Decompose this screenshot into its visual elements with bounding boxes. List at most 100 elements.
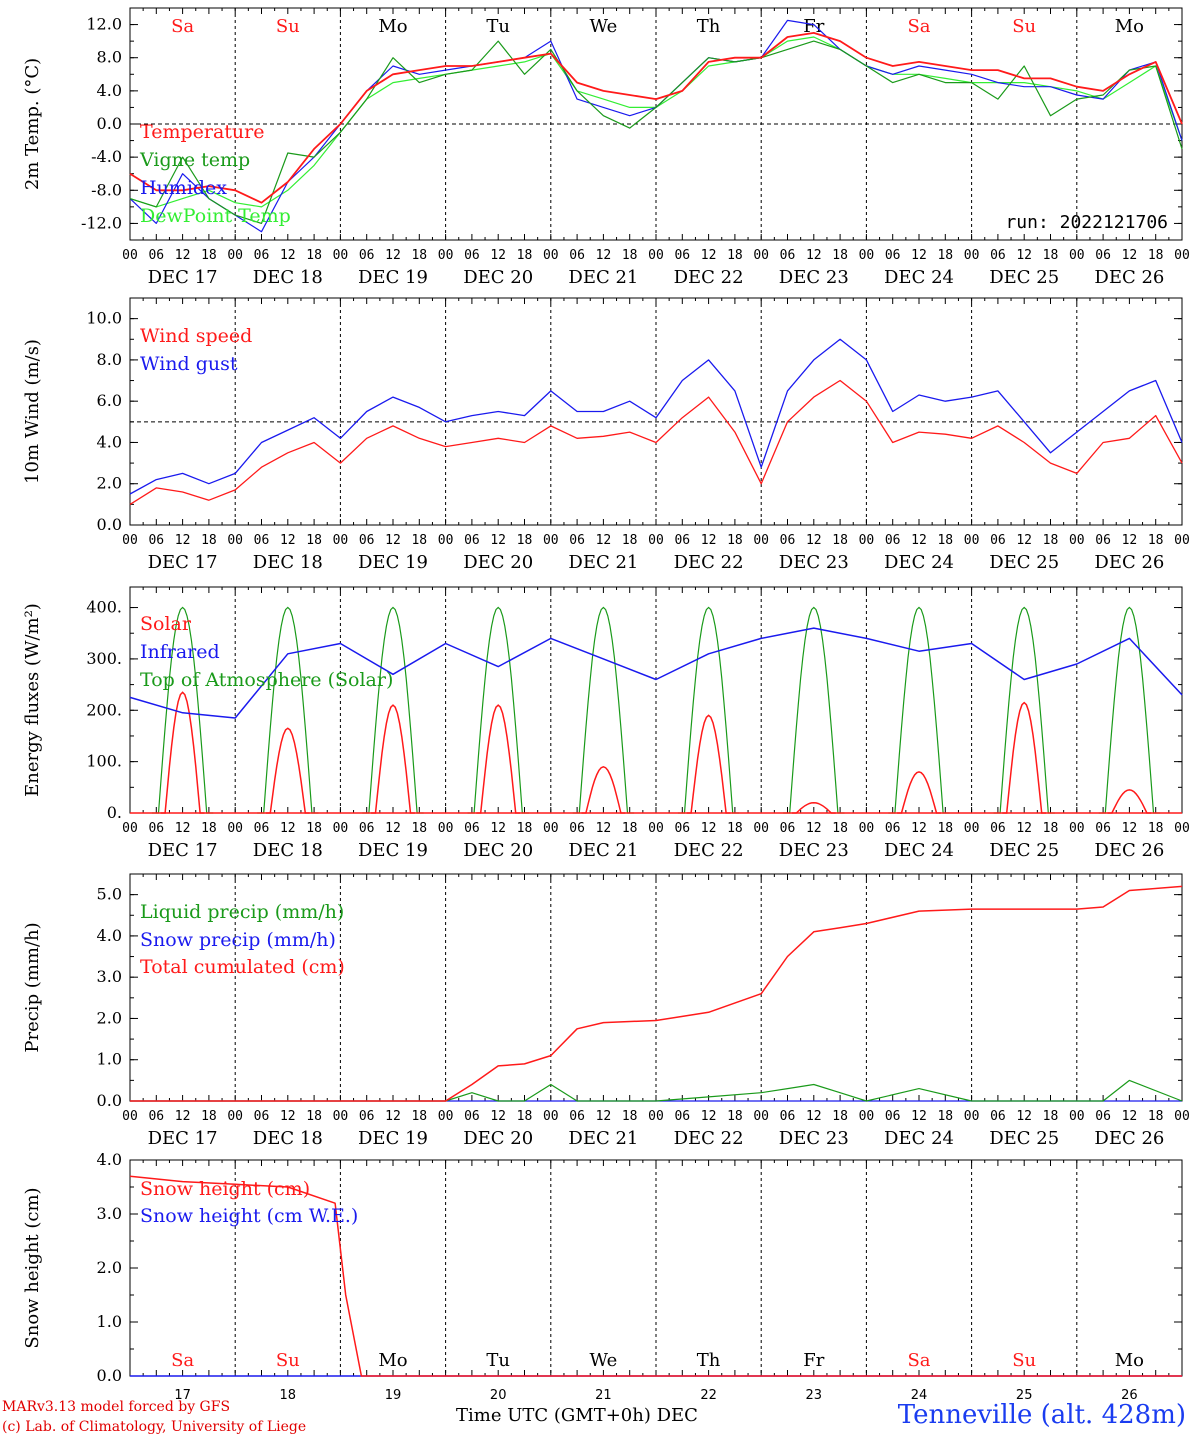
hour-tick-label: 00 [438, 248, 454, 263]
hour-tick-label: 18 [937, 533, 953, 548]
hour-tick-label: 12 [596, 1109, 612, 1124]
hour-tick-label: 18 [1043, 821, 1059, 836]
hour-tick-label: 06 [148, 1109, 164, 1124]
weekday-label: Sa [171, 16, 194, 37]
toa-solar-curve [888, 606, 950, 814]
date-label: DEC 22 [674, 267, 744, 288]
legend-entry: Top of Atmosphere (Solar) [140, 669, 393, 691]
solar-curve [476, 704, 521, 814]
hour-tick-label: 06 [464, 533, 480, 548]
hour-tick-label: 18 [1148, 248, 1164, 263]
date-label: DEC 26 [1094, 1128, 1164, 1149]
hour-tick-label: 06 [1095, 533, 1111, 548]
hour-tick-label: 00 [1174, 821, 1190, 836]
date-label: DEC 22 [674, 840, 744, 861]
hour-tick-label: 12 [490, 533, 506, 548]
date-label: DEC 25 [989, 267, 1059, 288]
day-number-label: 17 [174, 1388, 191, 1403]
hour-tick-label: 18 [411, 821, 427, 836]
hour-tick-label: 06 [885, 1109, 901, 1124]
day-number-label: 24 [911, 1388, 928, 1403]
legend-entry: Snow height (cm) [140, 1178, 310, 1200]
hour-tick-label: 00 [333, 248, 349, 263]
hour-tick-label: 06 [674, 248, 690, 263]
solar-curve [1107, 789, 1152, 814]
liquid-precip-line [130, 1079, 1183, 1102]
date-label: DEC 18 [253, 552, 323, 573]
hour-tick-label: 12 [701, 533, 717, 548]
legend-entry: Infrared [140, 641, 220, 663]
hour-tick-label: 06 [780, 821, 796, 836]
hour-tick-label: 00 [1069, 1109, 1085, 1124]
date-label: DEC 23 [779, 1128, 849, 1149]
solar-curve [686, 714, 731, 814]
weekday-label: Su [1012, 16, 1036, 37]
hour-tick-label: 12 [1122, 533, 1138, 548]
hour-tick-label: 12 [1016, 248, 1032, 263]
hour-tick-label: 00 [227, 248, 243, 263]
hour-tick-label: 12 [175, 821, 191, 836]
lab-credit: (c) Lab. of Climatology, University of L… [2, 1419, 307, 1435]
legend-entry: Wind gust [140, 353, 238, 375]
hour-tick-label: 18 [1148, 533, 1164, 548]
hour-tick-label: 12 [175, 1109, 191, 1124]
y-tick-label: 0. [107, 803, 122, 822]
hour-tick-label: 18 [937, 248, 953, 263]
hour-tick-label: 06 [359, 533, 375, 548]
hour-tick-label: 12 [1016, 533, 1032, 548]
hour-tick-label: 00 [753, 248, 769, 263]
weekday-label: Tu [486, 16, 510, 37]
hour-tick-label: 00 [438, 821, 454, 836]
date-label: DEC 26 [1094, 840, 1164, 861]
date-label: DEC 20 [463, 267, 533, 288]
date-label: DEC 17 [148, 267, 218, 288]
hour-tick-label: 18 [832, 1109, 848, 1124]
y-tick-label: 5.0 [97, 885, 122, 904]
date-label: DEC 18 [253, 267, 323, 288]
y-tick-label: 8.0 [97, 350, 122, 369]
hour-tick-label: 06 [359, 248, 375, 263]
hour-tick-label: 18 [622, 248, 638, 263]
weekday-label: We [590, 16, 618, 37]
hour-tick-label: 12 [385, 533, 401, 548]
infrared-line [129, 627, 1183, 719]
date-label: DEC 20 [463, 552, 533, 573]
hour-tick-label: 06 [464, 1109, 480, 1124]
day-number-label: 20 [490, 1388, 507, 1403]
hour-tick-label: 00 [438, 533, 454, 548]
legend-entry: Temperature [140, 121, 264, 143]
x-axis-month: DEC [656, 1405, 698, 1426]
x-axis-label: Time UTC (GMT+0h) DEC [456, 1405, 698, 1426]
hour-tick-label: 18 [937, 821, 953, 836]
hour-tick-label: 06 [674, 1109, 690, 1124]
y-tick-label: 4.0 [97, 1150, 122, 1169]
weekday-label: Mo [378, 1350, 407, 1371]
hour-tick-label: 18 [727, 1109, 743, 1124]
hour-tick-label: 12 [1016, 1109, 1032, 1124]
x-axis-title: Time UTC (GMT+0h) [456, 1405, 651, 1426]
y-tick-label: 12.0 [86, 15, 122, 34]
legend-entry: Vigne temp [139, 149, 250, 171]
day-number-label: 26 [1121, 1388, 1138, 1403]
date-label: DEC 23 [779, 840, 849, 861]
legend-entry: DewPoint Temp [140, 205, 291, 227]
hour-tick-label: 18 [201, 1109, 217, 1124]
hour-tick-label: 18 [306, 248, 322, 263]
hour-tick-label: 18 [306, 1109, 322, 1124]
date-label: DEC 24 [884, 1128, 954, 1149]
y-tick-label: -12.0 [81, 213, 122, 232]
hour-tick-label: 12 [175, 248, 191, 263]
weekday-label: Mo [378, 16, 407, 37]
date-label: DEC 20 [463, 1128, 533, 1149]
toa-solar-curve [257, 606, 319, 814]
weekday-label: Mo [1115, 16, 1144, 37]
hour-tick-label: 06 [674, 533, 690, 548]
hour-tick-label: 00 [1069, 248, 1085, 263]
hour-tick-label: 18 [517, 248, 533, 263]
hour-tick-label: 06 [1095, 248, 1111, 263]
hour-tick-label: 12 [490, 821, 506, 836]
hour-tick-label: 18 [832, 821, 848, 836]
hour-tick-label: 00 [859, 1109, 875, 1124]
hour-tick-label: 00 [122, 533, 138, 548]
date-label: DEC 26 [1094, 267, 1164, 288]
